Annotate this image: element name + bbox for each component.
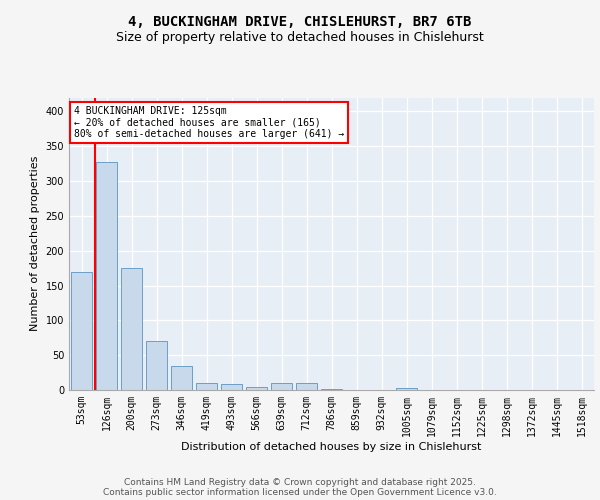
- Text: Contains HM Land Registry data © Crown copyright and database right 2025.
Contai: Contains HM Land Registry data © Crown c…: [103, 478, 497, 497]
- X-axis label: Distribution of detached houses by size in Chislehurst: Distribution of detached houses by size …: [181, 442, 482, 452]
- Bar: [221, 384, 242, 390]
- Y-axis label: Number of detached properties: Number of detached properties: [30, 156, 40, 332]
- Bar: [171, 366, 192, 390]
- Bar: [396, 388, 417, 390]
- Bar: [296, 383, 317, 390]
- Bar: [146, 341, 167, 390]
- Bar: [71, 272, 92, 390]
- Bar: [196, 383, 217, 390]
- Text: 4, BUCKINGHAM DRIVE, CHISLEHURST, BR7 6TB: 4, BUCKINGHAM DRIVE, CHISLEHURST, BR7 6T…: [128, 16, 472, 30]
- Bar: [121, 268, 142, 390]
- Bar: [96, 162, 117, 390]
- Text: 4 BUCKINGHAM DRIVE: 125sqm
← 20% of detached houses are smaller (165)
80% of sem: 4 BUCKINGHAM DRIVE: 125sqm ← 20% of deta…: [74, 106, 344, 140]
- Bar: [246, 386, 267, 390]
- Text: Size of property relative to detached houses in Chislehurst: Size of property relative to detached ho…: [116, 31, 484, 44]
- Bar: [271, 383, 292, 390]
